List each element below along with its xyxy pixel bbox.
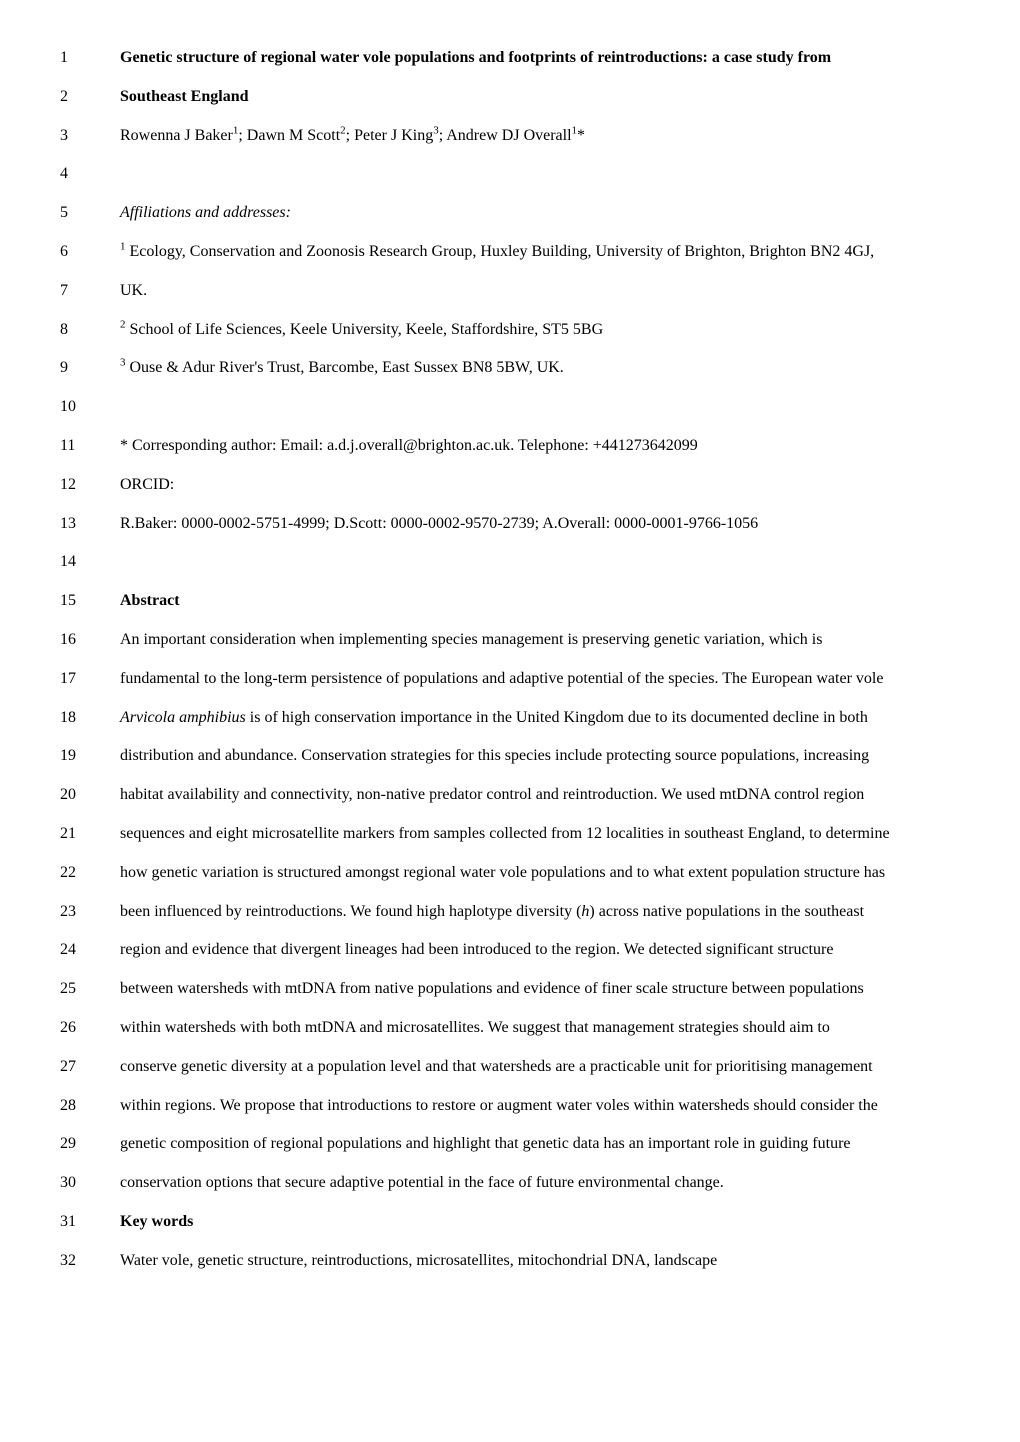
line-content: 3 Ouse & Adur River's Trust, Barcombe, E… <box>120 350 960 387</box>
line-number: 27 <box>60 1049 120 1086</box>
line-content: ORCID: <box>120 467 960 504</box>
line-number: 20 <box>60 777 120 814</box>
manuscript-line: 30conservation options that secure adapt… <box>60 1165 960 1202</box>
line-number: 7 <box>60 273 120 310</box>
manuscript-line: 14 <box>60 544 960 581</box>
manuscript-line: 19distribution and abundance. Conservati… <box>60 738 960 775</box>
line-content: genetic composition of regional populati… <box>120 1126 960 1163</box>
manuscript-line: 20habitat availability and connectivity,… <box>60 777 960 814</box>
manuscript-line: 12ORCID: <box>60 467 960 504</box>
line-content: conservation options that secure adaptiv… <box>120 1165 960 1202</box>
manuscript-page: 1Genetic structure of regional water vol… <box>60 40 960 1280</box>
manuscript-line: 28within regions. We propose that introd… <box>60 1088 960 1125</box>
line-content: been influenced by reintroductions. We f… <box>120 894 960 931</box>
line-content: Abstract <box>120 583 960 620</box>
line-number: 3 <box>60 118 120 155</box>
manuscript-line: 17fundamental to the long-term persisten… <box>60 661 960 698</box>
manuscript-line: 31Key words <box>60 1204 960 1241</box>
manuscript-line: 23been influenced by reintroductions. We… <box>60 894 960 931</box>
manuscript-line: 21sequences and eight microsatellite mar… <box>60 816 960 853</box>
line-number: 26 <box>60 1010 120 1047</box>
line-number: 31 <box>60 1204 120 1241</box>
manuscript-line: 82 School of Life Sciences, Keele Univer… <box>60 312 960 349</box>
line-number: 25 <box>60 971 120 1008</box>
line-number: 19 <box>60 738 120 775</box>
manuscript-line: 1Genetic structure of regional water vol… <box>60 40 960 77</box>
line-number: 30 <box>60 1165 120 1202</box>
line-number: 8 <box>60 312 120 349</box>
manuscript-line: 4 <box>60 156 960 193</box>
manuscript-line: 3Rowenna J Baker1; Dawn M Scott2; Peter … <box>60 118 960 155</box>
line-content: region and evidence that divergent linea… <box>120 932 960 969</box>
manuscript-line: 61 Ecology, Conservation and Zoonosis Re… <box>60 234 960 271</box>
line-number: 32 <box>60 1243 120 1280</box>
line-content: how genetic variation is structured amon… <box>120 855 960 892</box>
line-content: UK. <box>120 273 960 310</box>
line-number: 29 <box>60 1126 120 1163</box>
line-number: 12 <box>60 467 120 504</box>
line-number: 24 <box>60 932 120 969</box>
line-number: 22 <box>60 855 120 892</box>
line-content: * Corresponding author: Email: a.d.j.ove… <box>120 428 960 465</box>
manuscript-line: 11* Corresponding author: Email: a.d.j.o… <box>60 428 960 465</box>
line-number: 6 <box>60 234 120 271</box>
line-content: within watersheds with both mtDNA and mi… <box>120 1010 960 1047</box>
line-content: within regions. We propose that introduc… <box>120 1088 960 1125</box>
line-content: Affiliations and addresses: <box>120 195 960 232</box>
line-number: 4 <box>60 156 120 193</box>
line-content: Rowenna J Baker1; Dawn M Scott2; Peter J… <box>120 118 960 155</box>
line-number: 1 <box>60 40 120 77</box>
manuscript-line: 2Southeast England <box>60 79 960 116</box>
line-content: fundamental to the long-term persistence… <box>120 661 960 698</box>
line-number: 2 <box>60 79 120 116</box>
manuscript-line: 27conserve genetic diversity at a popula… <box>60 1049 960 1086</box>
line-number: 18 <box>60 700 120 737</box>
line-content: Arvicola amphibius is of high conservati… <box>120 700 960 737</box>
line-number: 15 <box>60 583 120 620</box>
manuscript-line: 18Arvicola amphibius is of high conserva… <box>60 700 960 737</box>
manuscript-line: 29genetic composition of regional popula… <box>60 1126 960 1163</box>
manuscript-line: 5Affiliations and addresses: <box>60 195 960 232</box>
manuscript-line: 7UK. <box>60 273 960 310</box>
line-content: conserve genetic diversity at a populati… <box>120 1049 960 1086</box>
manuscript-line: 25between watersheds with mtDNA from nat… <box>60 971 960 1008</box>
line-content: distribution and abundance. Conservation… <box>120 738 960 775</box>
line-number: 5 <box>60 195 120 232</box>
line-content: An important consideration when implemen… <box>120 622 960 659</box>
line-number: 23 <box>60 894 120 931</box>
line-content: Key words <box>120 1204 960 1241</box>
line-number: 13 <box>60 506 120 543</box>
line-number: 9 <box>60 350 120 387</box>
line-number: 17 <box>60 661 120 698</box>
line-number: 28 <box>60 1088 120 1125</box>
manuscript-line: 26within watersheds with both mtDNA and … <box>60 1010 960 1047</box>
manuscript-line: 22how genetic variation is structured am… <box>60 855 960 892</box>
line-number: 21 <box>60 816 120 853</box>
line-content: 1 Ecology, Conservation and Zoonosis Res… <box>120 234 960 271</box>
line-content: R.Baker: 0000-0002-5751-4999; D.Scott: 0… <box>120 506 960 543</box>
line-number: 16 <box>60 622 120 659</box>
line-content: sequences and eight microsatellite marke… <box>120 816 960 853</box>
manuscript-line: 15Abstract <box>60 583 960 620</box>
manuscript-line: 93 Ouse & Adur River's Trust, Barcombe, … <box>60 350 960 387</box>
manuscript-line: 16An important consideration when implem… <box>60 622 960 659</box>
line-content: habitat availability and connectivity, n… <box>120 777 960 814</box>
line-content: Southeast England <box>120 79 960 116</box>
line-number: 14 <box>60 544 120 581</box>
line-content: between watersheds with mtDNA from nativ… <box>120 971 960 1008</box>
manuscript-line: 13R.Baker: 0000-0002-5751-4999; D.Scott:… <box>60 506 960 543</box>
line-content: 2 School of Life Sciences, Keele Univers… <box>120 312 960 349</box>
line-content: Genetic structure of regional water vole… <box>120 40 960 77</box>
line-number: 11 <box>60 428 120 465</box>
manuscript-line: 32Water vole, genetic structure, reintro… <box>60 1243 960 1280</box>
manuscript-line: 24region and evidence that divergent lin… <box>60 932 960 969</box>
line-number: 10 <box>60 389 120 426</box>
line-content: Water vole, genetic structure, reintrodu… <box>120 1243 960 1280</box>
manuscript-line: 10 <box>60 389 960 426</box>
